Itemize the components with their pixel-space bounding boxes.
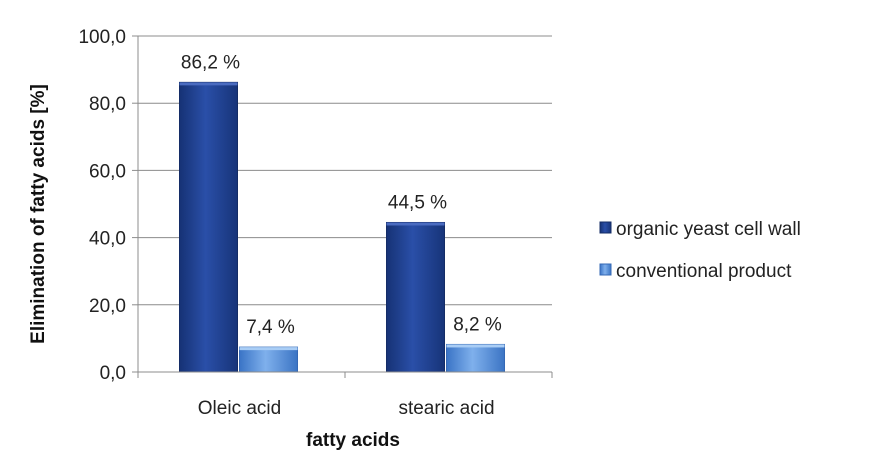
bar-top-highlight [446, 344, 505, 348]
legend-swatch-conventional [599, 263, 612, 276]
bar-top-highlight [239, 347, 298, 351]
bar-conventional-stearic [446, 343, 505, 373]
y-tick-label: 100,0 [78, 27, 126, 48]
y-tick-label: 20,0 [89, 296, 126, 317]
y-tick-label: 40,0 [89, 229, 126, 250]
data-label: 7,4 % [246, 317, 295, 338]
legend-label-organic: organic yeast cell wall [616, 219, 801, 240]
legend-label-conventional: conventional product [616, 261, 792, 282]
y-tick-label: 0,0 [100, 363, 126, 384]
x-axis-title: fatty acids [306, 430, 400, 451]
y-tick-label: 80,0 [89, 94, 126, 115]
bar-conventional-oleic [239, 346, 298, 373]
bar-organic-stearic [386, 221, 445, 373]
data-label: 44,5 % [388, 192, 447, 213]
data-label: 86,2 % [181, 52, 240, 73]
bar-organic-oleic [179, 81, 238, 373]
y-axis-title: Elimination of fatty acids [%] [28, 84, 49, 344]
y-tick-label: 60,0 [89, 161, 126, 182]
x-tick-label: Oleic acid [198, 398, 281, 419]
legend-swatch-organic [599, 221, 612, 234]
x-tick-label: stearic acid [398, 398, 494, 419]
bar-top-highlight [386, 222, 445, 226]
data-label: 8,2 % [453, 314, 502, 335]
bar-top-highlight [179, 82, 238, 86]
